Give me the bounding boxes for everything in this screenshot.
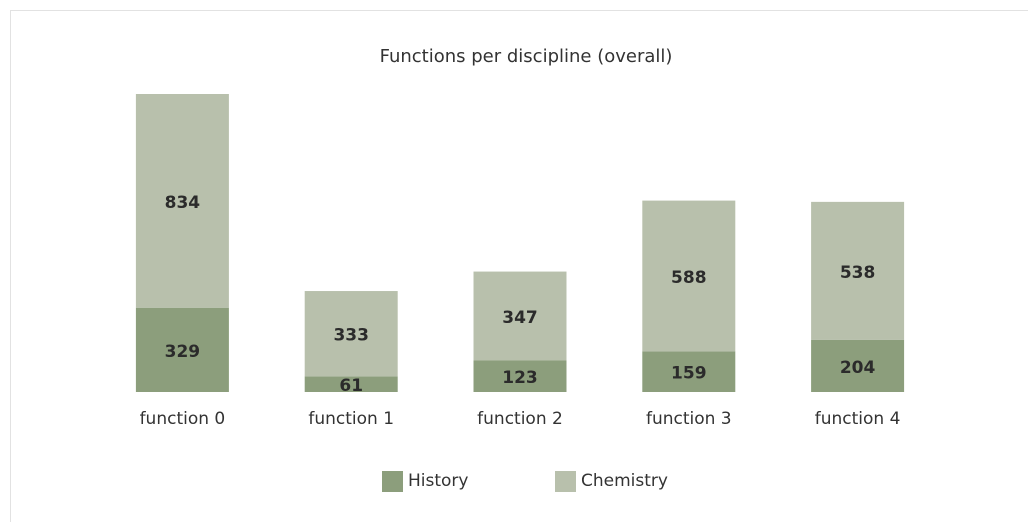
data-label: 588 <box>671 268 707 288</box>
x-tick-label: function 4 <box>815 409 901 429</box>
data-label: 834 <box>165 193 201 213</box>
legend-swatch <box>555 471 576 492</box>
legend-label: History <box>408 471 468 491</box>
x-tick-label: function 1 <box>308 409 394 429</box>
chart-title: Functions per discipline (overall) <box>380 46 673 67</box>
data-label: 61 <box>339 376 363 396</box>
data-label: 159 <box>671 364 707 384</box>
data-label: 204 <box>840 358 876 378</box>
legend-swatch <box>382 471 403 492</box>
x-tick-label: function 2 <box>477 409 563 429</box>
data-label: 333 <box>333 326 369 346</box>
legend-label: Chemistry <box>581 471 668 491</box>
data-label: 329 <box>165 342 201 362</box>
data-label: 123 <box>502 368 538 388</box>
x-tick-label: function 0 <box>140 409 226 429</box>
data-label: 538 <box>840 263 876 283</box>
x-tick-label: function 3 <box>646 409 732 429</box>
data-label: 347 <box>502 308 538 328</box>
